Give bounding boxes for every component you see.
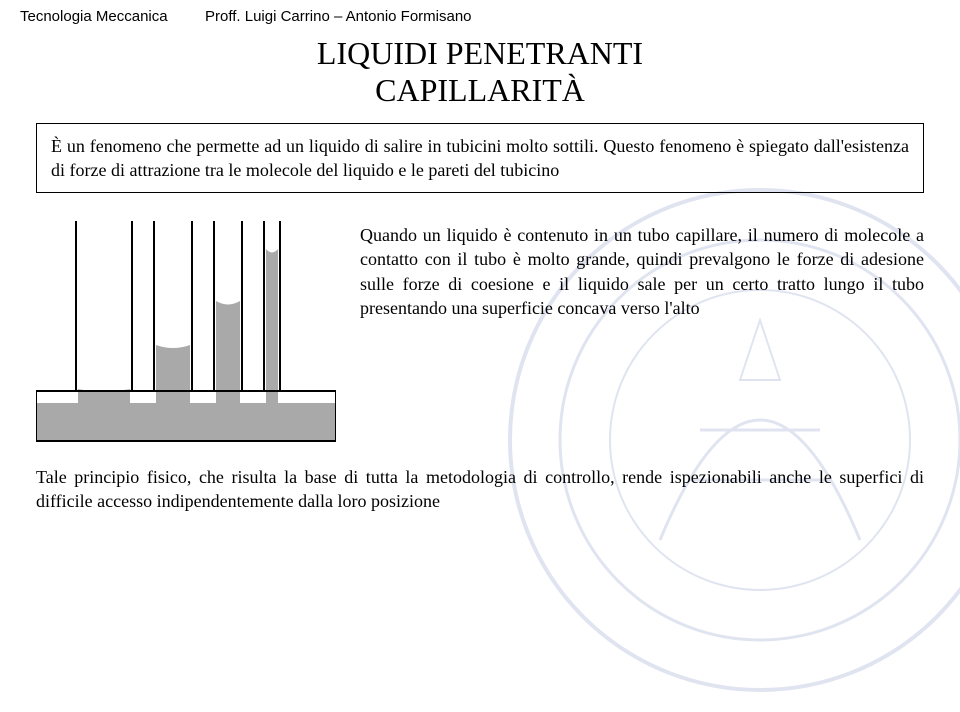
course-label: Tecnologia Meccanica	[20, 8, 205, 25]
title-line1: LIQUIDI PENETRANTI	[0, 35, 960, 72]
mid-row: Quando un liquido è contenuto in un tubo…	[36, 213, 924, 443]
title-block: LIQUIDI PENETRANTI CAPILLARITÀ	[0, 35, 960, 109]
capillarity-diagram	[36, 213, 336, 443]
definition-box: È un fenomeno che permette ad un liquido…	[36, 123, 924, 194]
definition-text: È un fenomeno che permette ad un liquido…	[51, 136, 909, 180]
bottom-paragraph: Tale principio fisico, che risulta la ba…	[36, 465, 924, 514]
capillarity-svg	[36, 213, 336, 443]
mid-paragraph: Quando un liquido è contenuto in un tubo…	[360, 213, 924, 320]
title-line2: CAPILLARITÀ	[0, 72, 960, 109]
profs-label: Proff. Luigi Carrino – Antonio Formisano	[205, 8, 472, 25]
page-header: Tecnologia Meccanica Proff. Luigi Carrin…	[0, 0, 960, 29]
